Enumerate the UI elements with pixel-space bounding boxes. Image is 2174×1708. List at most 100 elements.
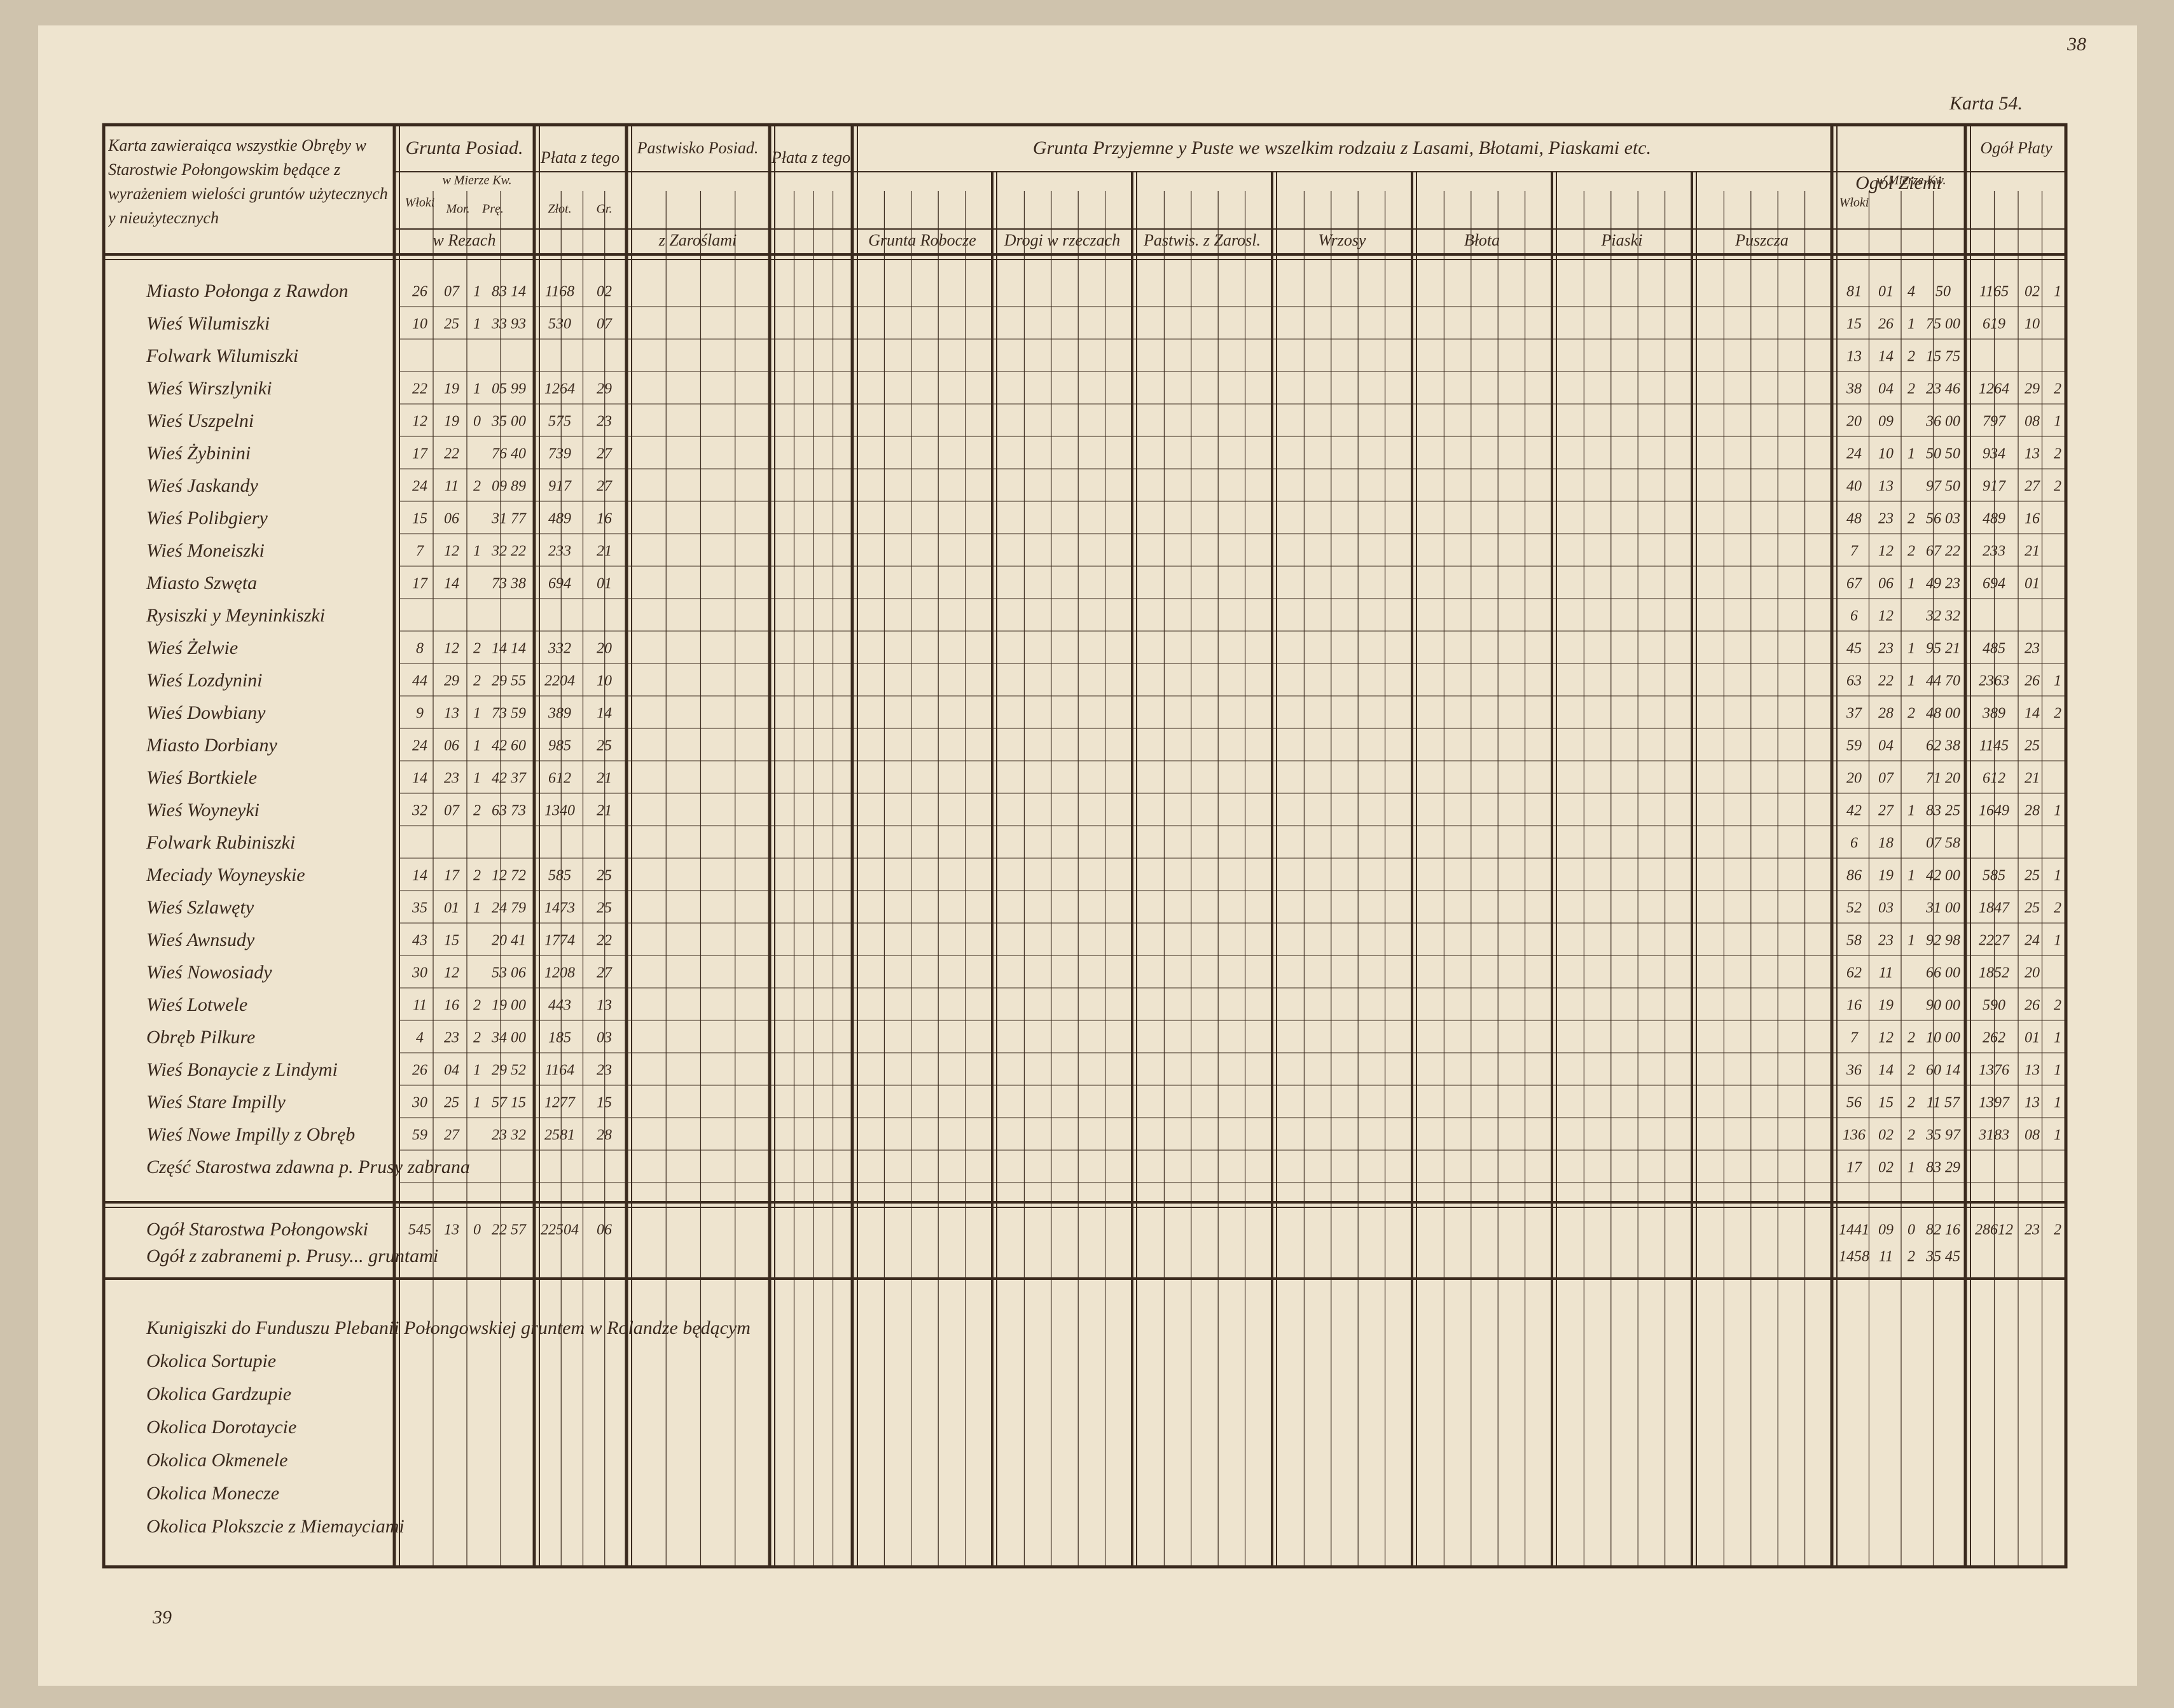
row-label: Folwark Rubiniszki	[146, 832, 295, 853]
cell: 332	[548, 641, 571, 657]
cell: 27	[597, 965, 613, 982]
cell: 02	[2025, 284, 2040, 300]
cell: 15	[1878, 1095, 1894, 1111]
row-label: Wieś Polibgiery	[146, 508, 268, 529]
cell: 11	[1879, 965, 1893, 982]
cell: 10	[412, 316, 427, 333]
cell: 04	[444, 1062, 459, 1079]
cell: 23	[444, 770, 459, 787]
cell: 7	[416, 543, 424, 560]
cell: 42	[1846, 803, 1862, 819]
cell: 20	[1846, 413, 1862, 430]
cell: 28	[2025, 803, 2040, 819]
cell: 1	[1907, 933, 1915, 949]
cell: 21	[2025, 543, 2040, 560]
cell: 2	[473, 641, 481, 657]
cell: 4	[1907, 284, 1915, 300]
cell: 136	[1843, 1127, 1866, 1144]
cell: 1458	[1839, 1249, 1869, 1265]
cell: 2	[2054, 1222, 2061, 1239]
cell: 24	[1846, 446, 1862, 462]
row-label: Wieś Woyneyki	[146, 800, 260, 821]
cell: 81	[1846, 284, 1862, 300]
cell: 2	[1907, 511, 1915, 527]
cell: 29	[444, 673, 459, 690]
cell: 52	[1846, 900, 1862, 917]
cell: 9	[416, 705, 424, 722]
cell: 59	[1846, 738, 1862, 754]
cell: 42 37	[492, 770, 527, 787]
extra-label: Okolica Gardzupie	[146, 1384, 291, 1405]
cell: 09	[1878, 1222, 1894, 1239]
cell: 23 46	[1926, 381, 1960, 398]
cell: 06	[444, 738, 459, 754]
cell: 22 57	[492, 1222, 527, 1239]
row-label: Wieś Dowbiany	[146, 702, 266, 723]
cell: 2	[473, 868, 481, 884]
cell: 37	[1846, 705, 1862, 722]
cell: 23	[597, 1062, 612, 1079]
cell: 585	[1983, 868, 2005, 884]
cell: 739	[548, 446, 571, 462]
cell: 25	[444, 316, 459, 333]
column-header: Ogół Ziemi	[1855, 172, 1942, 193]
cell: 19	[444, 381, 459, 398]
cell: 73 38	[492, 576, 526, 592]
cell: 48	[1846, 511, 1862, 527]
cell: 14	[1878, 1062, 1894, 1079]
row-label: Miasto Szwęta	[146, 573, 257, 594]
cell: 21	[597, 803, 612, 819]
cell: 2	[2054, 900, 2061, 917]
cell: 05 99	[492, 381, 526, 398]
cell: 83 25	[1926, 803, 1960, 819]
cell: 24	[2025, 933, 2040, 949]
cell: 58	[1846, 933, 1862, 949]
cell: 29	[597, 381, 612, 398]
cell: 15	[412, 511, 427, 527]
cell: 31 00	[1925, 900, 1960, 917]
cell: 02	[1878, 1160, 1894, 1176]
cell: 1	[473, 900, 481, 917]
cell: 07	[1878, 770, 1894, 787]
cell: 13	[444, 1222, 459, 1239]
cell: 11	[445, 478, 459, 495]
cell: 11	[413, 997, 427, 1014]
cell: 27	[597, 478, 613, 495]
cell: 694	[1983, 576, 2005, 592]
cell: 22	[444, 446, 459, 462]
cell: 1264	[1979, 381, 2009, 398]
cell: 21	[597, 543, 612, 560]
cell: 57 15	[492, 1095, 526, 1111]
cell: 18	[1878, 835, 1894, 852]
cell: 28	[1878, 705, 1894, 722]
cell: 7	[1850, 1030, 1859, 1046]
cell: 23	[597, 413, 612, 430]
cell: 1847	[1979, 900, 2010, 917]
cell: 2	[1907, 381, 1915, 398]
column-header: Grunta Posiad.	[405, 137, 523, 158]
cell: 262	[1983, 1030, 2005, 1046]
cell: 22	[597, 933, 612, 949]
cell: 13	[2025, 1095, 2040, 1111]
row-label: Wieś Awnsudy	[146, 929, 255, 950]
cell: 0	[473, 1222, 481, 1239]
cell: 2	[1907, 1062, 1915, 1079]
cell: 04	[1878, 381, 1894, 398]
column-header: Gr.	[596, 202, 612, 216]
cell: 1165	[1979, 284, 2009, 300]
cell: 21	[2025, 770, 2040, 787]
cell: 389	[548, 705, 571, 722]
row-label: Wieś Bonaycie z Lindymi	[146, 1059, 338, 1080]
cell: 29 52	[492, 1062, 526, 1079]
cell: 45	[1846, 641, 1862, 657]
cell: 01	[1878, 284, 1894, 300]
cell: 1	[473, 770, 481, 787]
cell: 53 06	[492, 965, 526, 982]
cell: 11	[1879, 1249, 1893, 1265]
cell: 2581	[544, 1127, 575, 1144]
cell: 22504	[541, 1222, 579, 1239]
column-header: w Mierze Kw.	[442, 174, 511, 188]
cell: 60 14	[1926, 1062, 1960, 1079]
cell: 15	[597, 1095, 612, 1111]
column-header: Grunta Robocze	[868, 231, 976, 249]
